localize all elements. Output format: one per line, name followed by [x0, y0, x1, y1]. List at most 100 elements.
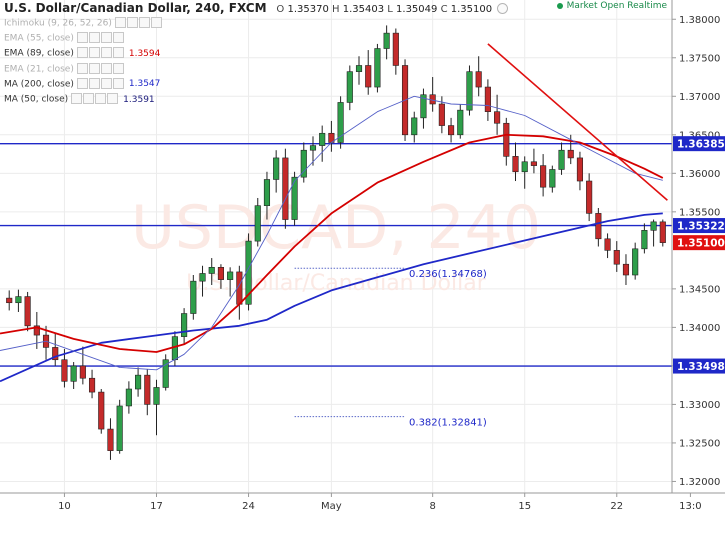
eye-icon[interactable]: [71, 93, 83, 104]
indicator-row[interactable]: Ichimoku (9, 26, 52, 26): [4, 16, 163, 30]
candle-body[interactable]: [116, 405, 123, 451]
candle-body[interactable]: [613, 250, 620, 265]
candle-body[interactable]: [15, 296, 22, 304]
series-line[interactable]: [0, 95, 663, 371]
more-icon[interactable]: [107, 93, 119, 104]
candle-body[interactable]: [254, 205, 261, 242]
gear-icon[interactable]: [88, 77, 100, 89]
candle-body[interactable]: [466, 71, 473, 111]
resistance-trendline[interactable]: [487, 43, 668, 201]
candle-body[interactable]: [521, 161, 528, 173]
candle-body[interactable]: [24, 296, 31, 327]
close-icon[interactable]: [138, 17, 150, 28]
candle-body[interactable]: [576, 157, 584, 182]
candle-body[interactable]: [98, 391, 105, 430]
candle-body[interactable]: [227, 271, 234, 280]
close-icon[interactable]: [95, 93, 107, 104]
indicator-buttons[interactable]: [76, 77, 125, 91]
candle-body[interactable]: [457, 109, 464, 136]
candle-body[interactable]: [530, 161, 537, 166]
candle-body[interactable]: [632, 248, 639, 276]
candle-body[interactable]: [420, 94, 427, 119]
candle-body[interactable]: [346, 71, 353, 103]
candle-body[interactable]: [144, 374, 151, 405]
candle-body[interactable]: [309, 145, 317, 151]
close-icon[interactable]: [100, 32, 112, 44]
candle-body[interactable]: [549, 169, 556, 188]
candle-body[interactable]: [355, 65, 363, 72]
candle-body[interactable]: [217, 266, 224, 280]
series-line[interactable]: [0, 212, 663, 383]
candle-body[interactable]: [33, 325, 40, 336]
candle-body[interactable]: [181, 313, 188, 337]
candle-body[interactable]: [475, 71, 482, 88]
indicator-row[interactable]: EMA (89, close) 1.3594: [4, 46, 160, 60]
indicator-row[interactable]: EMA (21, close): [4, 62, 125, 76]
candle-body[interactable]: [153, 387, 160, 405]
gear-icon[interactable]: [88, 47, 100, 59]
candle-body[interactable]: [107, 428, 114, 451]
candle-body[interactable]: [622, 263, 630, 276]
indicator-buttons[interactable]: [114, 16, 163, 30]
indicator-lines[interactable]: [0, 95, 664, 383]
candle-body[interactable]: [438, 103, 445, 126]
eye-icon[interactable]: [76, 77, 88, 89]
candle-body[interactable]: [595, 213, 602, 240]
candlesticks[interactable]: [6, 25, 666, 460]
candle-body[interactable]: [6, 297, 13, 304]
candle-body[interactable]: [650, 221, 657, 231]
indicator-row[interactable]: EMA (55, close): [4, 31, 125, 45]
chart-title[interactable]: U.S. Dollar/Canadian Dollar, 240, FXCM: [4, 1, 267, 15]
candle-body[interactable]: [208, 266, 215, 274]
indicator-buttons[interactable]: [71, 92, 119, 106]
settings-gear-icon[interactable]: [497, 3, 509, 14]
more-icon[interactable]: [112, 47, 124, 59]
eye-icon[interactable]: [114, 17, 126, 28]
candle-body[interactable]: [448, 125, 455, 136]
indicator-buttons[interactable]: [76, 31, 125, 45]
gear-icon[interactable]: [88, 32, 100, 44]
candle-body[interactable]: [263, 179, 271, 206]
candle-body[interactable]: [512, 156, 519, 173]
gear-icon[interactable]: [88, 62, 100, 74]
gear-icon[interactable]: [83, 93, 95, 104]
eye-icon[interactable]: [76, 62, 88, 74]
candle-body[interactable]: [365, 65, 372, 88]
time-axis[interactable]: 10 17 24 May 8 15 22 13:0: [58, 493, 702, 512]
candle-body[interactable]: [52, 347, 59, 361]
candle-body[interactable]: [199, 273, 206, 282]
candle-body[interactable]: [282, 157, 289, 220]
indicator-row[interactable]: MA (50, close) 1.3591: [4, 92, 155, 106]
candle-body[interactable]: [503, 122, 510, 157]
candle-body[interactable]: [494, 111, 501, 124]
more-icon[interactable]: [112, 62, 124, 74]
horizontal-lines[interactable]: [0, 142, 672, 367]
candle-body[interactable]: [411, 117, 418, 136]
indicator-buttons[interactable]: [76, 46, 125, 60]
candle-body[interactable]: [125, 388, 132, 407]
candle-body[interactable]: [659, 221, 666, 243]
candle-body[interactable]: [273, 157, 280, 180]
candle-body[interactable]: [88, 377, 96, 393]
candle-body[interactable]: [540, 165, 547, 188]
candle-body[interactable]: [641, 230, 648, 250]
candle-body[interactable]: [70, 365, 77, 382]
candle-body[interactable]: [162, 359, 169, 388]
candle-body[interactable]: [392, 32, 399, 66]
more-icon[interactable]: [150, 17, 162, 28]
more-icon[interactable]: [112, 77, 124, 89]
candle-body[interactable]: [190, 280, 197, 314]
candle-body[interactable]: [558, 149, 565, 170]
candle-body[interactable]: [383, 32, 390, 49]
candle-body[interactable]: [319, 132, 326, 146]
trendline[interactable]: [487, 43, 668, 201]
candle-body[interactable]: [61, 359, 68, 382]
candle-body[interactable]: [484, 86, 491, 112]
candle-body[interactable]: [567, 149, 574, 159]
candle-body[interactable]: [337, 102, 344, 143]
eye-icon[interactable]: [76, 32, 88, 44]
indicator-row[interactable]: MA (200, close) 1.3547: [4, 77, 160, 91]
close-icon[interactable]: [100, 77, 112, 89]
fibonacci-levels[interactable]: 0.236(1.34768) 0.382(1.32841): [294, 267, 487, 429]
